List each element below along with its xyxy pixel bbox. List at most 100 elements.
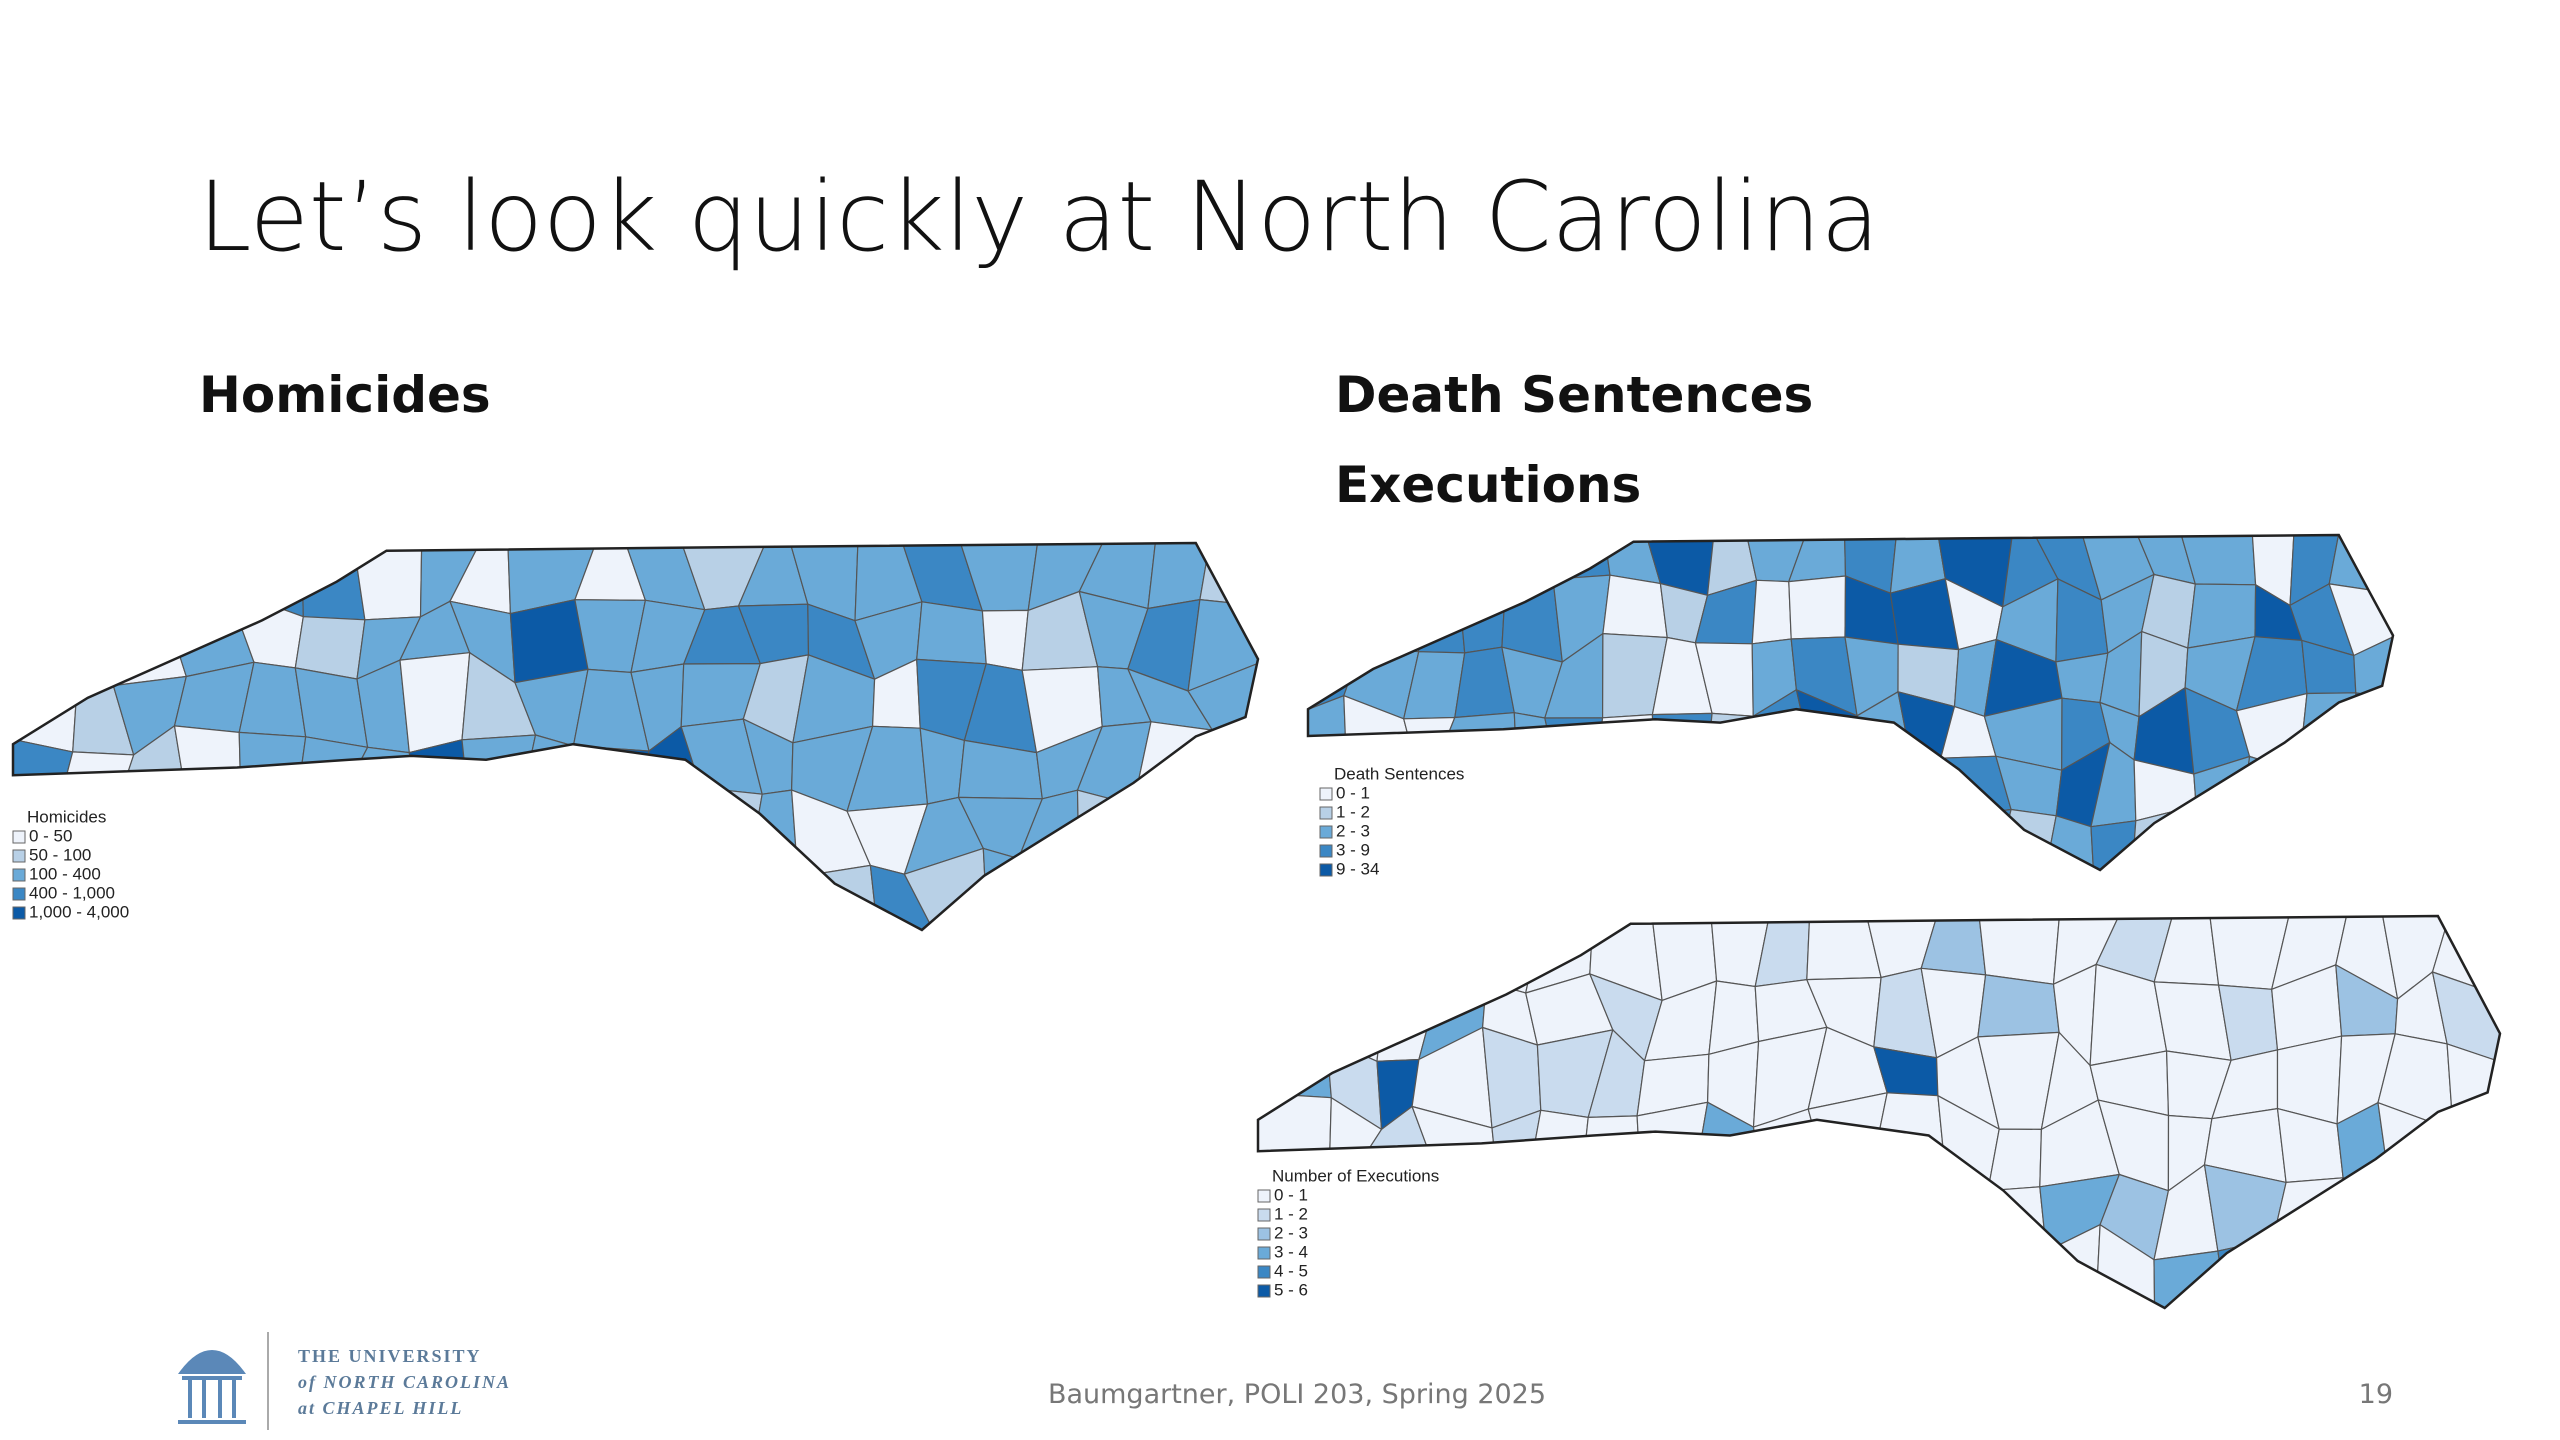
logo: THE UNIVERSITY of NORTH CAROLINA at CHAP… [177, 1332, 509, 1430]
county [395, 787, 471, 886]
county [1580, 1115, 1642, 1188]
county [293, 803, 339, 849]
county [1258, 979, 1328, 1061]
county [1751, 579, 1792, 645]
county [1813, 1177, 1870, 1261]
county [2153, 1250, 2228, 1308]
county-map [13, 543, 1258, 930]
county [1846, 746, 1914, 822]
county [1651, 1231, 1717, 1308]
county [301, 543, 366, 621]
county [2195, 797, 2246, 870]
legend-title: Death Sentences [1334, 764, 1464, 783]
logo-text: THE UNIVERSITY [298, 1346, 482, 1366]
county [1308, 535, 1371, 581]
county [13, 543, 75, 609]
legend-label: 0 - 50 [29, 826, 72, 845]
county [167, 543, 257, 621]
county [1442, 712, 1518, 769]
county [1785, 807, 1849, 870]
county [515, 782, 594, 860]
footer: Baumgartner, POLI 203, Spring 2025 [1048, 1379, 1546, 1410]
county [1416, 573, 1466, 654]
state-outline [1256, 914, 2502, 1310]
county [1187, 662, 1258, 731]
state-outline [1306, 533, 2395, 872]
map-heading: Death Sentences [1335, 366, 1813, 424]
county [296, 845, 363, 930]
county [1868, 1224, 1925, 1308]
county [336, 845, 427, 930]
county [1258, 1037, 1332, 1099]
legend-label: 1 - 2 [1336, 802, 1370, 821]
county [1310, 962, 1388, 1063]
legend-swatch [1319, 787, 1333, 801]
county [293, 736, 369, 821]
county [1602, 574, 1668, 639]
county [1455, 800, 1512, 870]
legend-swatch [1257, 1189, 1271, 1203]
county [1705, 761, 1763, 828]
legend-swatch [1319, 806, 1333, 820]
county [2342, 766, 2393, 813]
county [1071, 855, 1153, 930]
county [399, 652, 471, 754]
county [2453, 1230, 2500, 1308]
state-outline [11, 541, 1260, 932]
county [705, 851, 753, 930]
county [568, 799, 636, 867]
county [916, 601, 987, 665]
county [1942, 808, 2012, 870]
county [1919, 1163, 1989, 1262]
county [1919, 1226, 1988, 1308]
county [1076, 789, 1151, 869]
legend-label: 50 - 100 [29, 845, 91, 864]
legend-label: 100 - 400 [29, 864, 101, 883]
county [1394, 800, 1469, 870]
county [72, 606, 117, 687]
county [1977, 974, 2060, 1038]
legend-swatch [12, 830, 26, 844]
county [395, 864, 471, 930]
county [1908, 746, 1944, 820]
county [2055, 652, 2109, 704]
county [13, 589, 80, 662]
county [1648, 759, 1713, 815]
county [628, 865, 710, 930]
county [13, 738, 74, 815]
legend-swatch [1319, 825, 1333, 839]
county [1599, 1225, 1670, 1308]
county [568, 858, 636, 930]
legend-swatch [1257, 1246, 1271, 1260]
county [1813, 1224, 1880, 1308]
county [1867, 1163, 1946, 1262]
county [1132, 793, 1215, 869]
county [1838, 802, 1914, 870]
legend-label: 1,000 - 4,000 [29, 902, 129, 921]
legend-label: 0 - 1 [1336, 783, 1370, 802]
slide-title: Let’s look quickly at North Carolina [198, 161, 1880, 273]
legend-title: Number of Executions [1272, 1166, 1439, 1185]
county [239, 846, 303, 930]
county [1017, 855, 1080, 930]
county [120, 791, 188, 853]
county [1510, 756, 1557, 821]
county [1978, 916, 2061, 985]
county [112, 618, 188, 687]
legend-swatch [1257, 1265, 1271, 1279]
legend-label: 3 - 9 [1336, 840, 1370, 859]
county [1502, 535, 1568, 580]
legend-label: 2 - 3 [1274, 1223, 1308, 1242]
county [173, 799, 247, 864]
legend-swatch [12, 906, 26, 920]
logo-icon [177, 1350, 247, 1424]
county [1807, 1092, 1888, 1188]
county [1437, 916, 1497, 983]
legend-swatch [12, 868, 26, 882]
county [1579, 1184, 1670, 1234]
county-map [1308, 535, 2393, 870]
map-heading: Executions [1335, 456, 1641, 514]
county [115, 543, 185, 624]
